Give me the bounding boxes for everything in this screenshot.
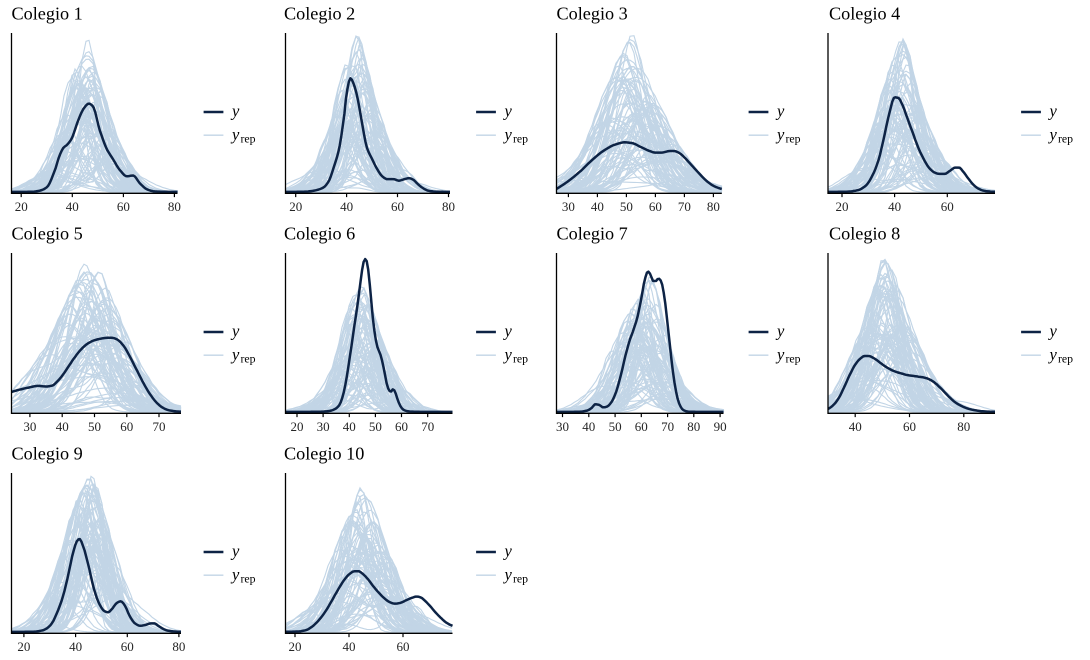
svg-text:y: y [230, 345, 240, 364]
svg-text:20: 20 [836, 199, 849, 214]
svg-text:80: 80 [687, 419, 700, 434]
svg-text:Colegio 4: Colegio 4 [829, 4, 900, 24]
svg-text:90: 90 [714, 419, 727, 434]
svg-text:Colegio 10: Colegio 10 [284, 444, 364, 464]
svg-text:20: 20 [289, 199, 302, 214]
svg-text:rep: rep [513, 352, 528, 366]
svg-text:rep: rep [241, 352, 256, 366]
svg-text:Colegio 2: Colegio 2 [284, 4, 355, 24]
svg-text:60: 60 [117, 199, 130, 214]
svg-text:80: 80 [442, 199, 455, 214]
svg-text:y: y [230, 542, 240, 561]
svg-text:y: y [503, 125, 513, 144]
svg-text:70: 70 [678, 199, 691, 214]
svg-text:30: 30 [317, 419, 330, 434]
svg-text:y: y [1048, 322, 1058, 341]
svg-text:20: 20 [291, 419, 304, 434]
svg-text:rep: rep [513, 132, 528, 146]
svg-text:80: 80 [957, 419, 970, 434]
svg-text:40: 40 [340, 199, 353, 214]
svg-text:y: y [503, 565, 513, 584]
svg-text:Colegio 8: Colegio 8 [829, 224, 900, 244]
svg-text:rep: rep [513, 572, 528, 586]
svg-text:50: 50 [609, 419, 622, 434]
svg-text:70: 70 [421, 419, 434, 434]
svg-text:60: 60 [391, 199, 404, 214]
svg-text:60: 60 [120, 419, 133, 434]
svg-text:rep: rep [786, 352, 801, 366]
svg-text:80: 80 [707, 199, 720, 214]
svg-text:70: 70 [661, 419, 674, 434]
svg-text:y: y [503, 322, 513, 341]
svg-text:rep: rep [241, 572, 256, 586]
svg-text:y: y [503, 542, 513, 561]
svg-text:Colegio 3: Colegio 3 [557, 4, 628, 24]
svg-text:80: 80 [172, 639, 185, 654]
svg-text:y: y [1048, 125, 1058, 144]
svg-text:20: 20 [289, 639, 302, 654]
svg-text:60: 60 [941, 199, 954, 214]
svg-text:y: y [775, 345, 785, 364]
svg-text:y: y [775, 102, 785, 121]
svg-text:y: y [230, 102, 240, 121]
svg-text:y: y [230, 322, 240, 341]
svg-text:40: 40 [849, 419, 862, 434]
svg-text:60: 60 [635, 419, 648, 434]
svg-text:y: y [503, 102, 513, 121]
svg-text:Colegio 1: Colegio 1 [12, 4, 83, 24]
svg-text:40: 40 [66, 199, 79, 214]
svg-text:60: 60 [397, 639, 410, 654]
svg-text:60: 60 [903, 419, 916, 434]
svg-text:y: y [230, 565, 240, 584]
svg-text:60: 60 [395, 419, 408, 434]
svg-text:Colegio 5: Colegio 5 [12, 224, 83, 244]
svg-text:Colegio 9: Colegio 9 [12, 444, 83, 464]
svg-text:20: 20 [17, 639, 30, 654]
svg-text:40: 40 [343, 639, 356, 654]
svg-text:70: 70 [153, 419, 166, 434]
svg-text:y: y [775, 322, 785, 341]
svg-text:40: 40 [56, 419, 69, 434]
svg-text:y: y [1048, 102, 1058, 121]
svg-text:40: 40 [343, 419, 356, 434]
svg-text:y: y [1048, 345, 1058, 364]
svg-text:y: y [230, 125, 240, 144]
svg-text:50: 50 [88, 419, 101, 434]
svg-text:60: 60 [649, 199, 662, 214]
svg-text:30: 30 [562, 199, 575, 214]
svg-text:rep: rep [786, 132, 801, 146]
svg-text:rep: rep [1058, 352, 1073, 366]
svg-text:30: 30 [556, 419, 569, 434]
svg-text:Colegio 7: Colegio 7 [557, 224, 628, 244]
svg-text:50: 50 [369, 419, 382, 434]
svg-text:Colegio 6: Colegio 6 [284, 224, 355, 244]
svg-text:rep: rep [1058, 132, 1073, 146]
svg-text:y: y [503, 345, 513, 364]
svg-text:40: 40 [69, 639, 82, 654]
svg-text:rep: rep [241, 132, 256, 146]
svg-text:40: 40 [582, 419, 595, 434]
svg-text:60: 60 [121, 639, 134, 654]
svg-text:40: 40 [888, 199, 901, 214]
svg-text:y: y [775, 125, 785, 144]
svg-text:80: 80 [168, 199, 181, 214]
svg-text:30: 30 [23, 419, 36, 434]
svg-text:20: 20 [15, 199, 28, 214]
svg-text:40: 40 [591, 199, 604, 214]
svg-text:50: 50 [620, 199, 633, 214]
